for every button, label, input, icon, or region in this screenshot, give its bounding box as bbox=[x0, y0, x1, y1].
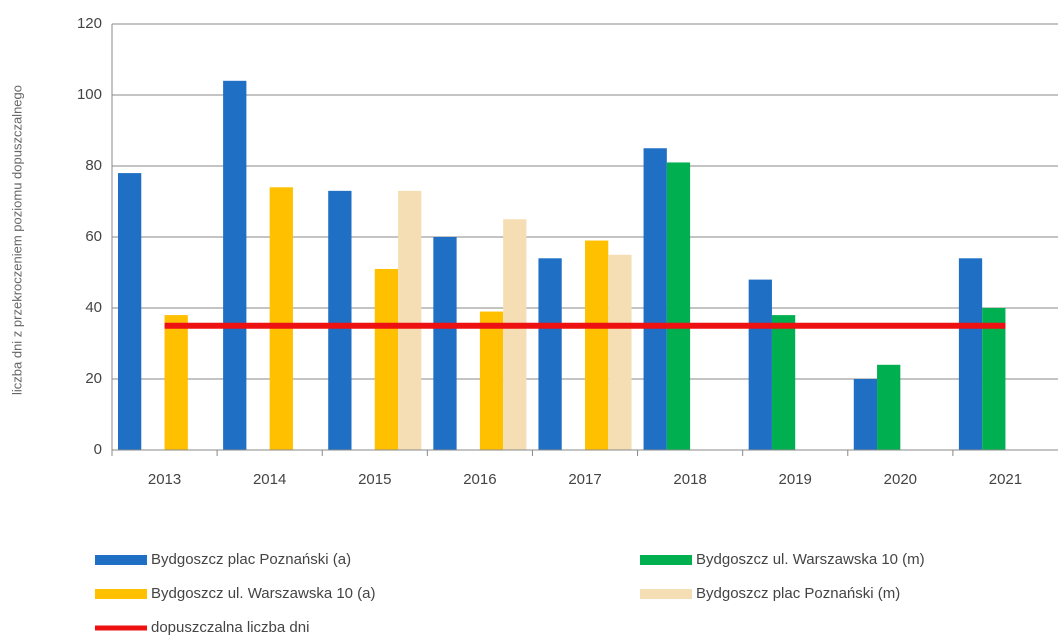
bar bbox=[479, 311, 504, 450]
x-tick-label: 2018 bbox=[673, 471, 706, 488]
bar bbox=[608, 254, 632, 450]
x-tick-label: 2017 bbox=[568, 471, 601, 488]
legend-label: dopuszczalna liczba dni bbox=[151, 619, 309, 636]
legend-label: Bydgoszcz ul. Warszawska 10 (a) bbox=[151, 585, 376, 602]
legend-swatch bbox=[640, 555, 692, 565]
y-tick-label: 120 bbox=[77, 15, 102, 32]
y-tick-label: 20 bbox=[85, 370, 102, 387]
y-tick-label: 0 bbox=[94, 441, 102, 458]
bar bbox=[328, 190, 352, 450]
bar bbox=[982, 308, 1006, 450]
legend-label: Bydgoszcz plac Poznański (a) bbox=[151, 551, 351, 568]
bar bbox=[853, 379, 878, 450]
bar bbox=[374, 268, 399, 450]
y-tick-label: 60 bbox=[85, 228, 102, 245]
y-tick-label: 100 bbox=[77, 86, 102, 103]
bar bbox=[958, 258, 983, 450]
legend-label: Bydgoszcz plac Poznański (m) bbox=[696, 585, 900, 602]
bar bbox=[164, 315, 188, 450]
legend-swatch bbox=[640, 589, 692, 599]
x-tick-label: 2021 bbox=[989, 471, 1022, 488]
x-tick-label: 2014 bbox=[253, 471, 286, 488]
legend-swatch bbox=[95, 555, 147, 565]
x-tick-label: 2020 bbox=[884, 471, 917, 488]
y-tick-label: 40 bbox=[85, 299, 102, 316]
bar bbox=[538, 258, 562, 450]
bar bbox=[585, 240, 609, 450]
x-tick-label: 2015 bbox=[358, 471, 391, 488]
y-axis-label: liczba dni z przekroczeniem poziomu dopu… bbox=[9, 85, 24, 395]
bar bbox=[269, 187, 293, 451]
x-tick-label: 2019 bbox=[779, 471, 812, 488]
legend-swatch bbox=[95, 589, 147, 599]
bar bbox=[643, 148, 667, 450]
bar bbox=[118, 173, 142, 450]
x-tick-label: 2013 bbox=[148, 471, 181, 488]
legend-label: Bydgoszcz ul. Warszawska 10 (m) bbox=[696, 551, 925, 568]
bar bbox=[877, 364, 901, 450]
bar bbox=[223, 80, 247, 451]
bar bbox=[748, 279, 772, 450]
bar bbox=[433, 237, 457, 450]
y-tick-label: 80 bbox=[85, 157, 102, 174]
bar bbox=[503, 219, 527, 450]
bar bbox=[771, 315, 796, 450]
bar bbox=[398, 190, 422, 450]
x-tick-label: 2016 bbox=[463, 471, 496, 488]
bar bbox=[666, 162, 691, 450]
